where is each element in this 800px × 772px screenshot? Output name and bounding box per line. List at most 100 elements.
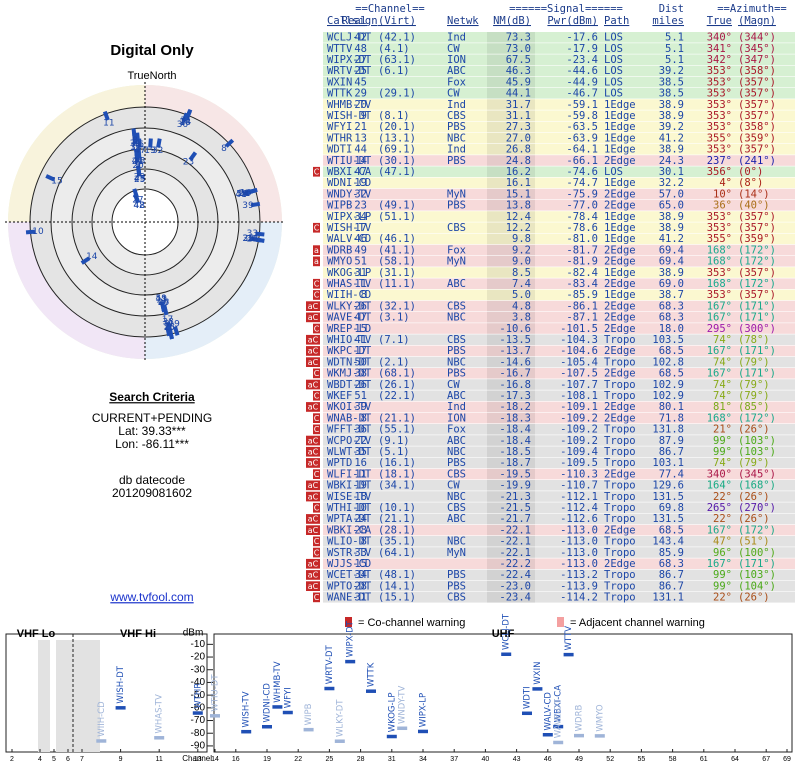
table-cell: (7.1) (378, 334, 410, 346)
table-cell: -23.4 (566, 54, 598, 66)
table-cell: 5.1 (665, 32, 684, 44)
nm-column-shade (487, 457, 535, 469)
table-cell: LOS (604, 54, 623, 66)
row-background (323, 480, 795, 491)
table-cell: (241°) (738, 155, 776, 167)
table-cell: 2Edge (604, 188, 636, 200)
group-header: Dist (659, 3, 684, 15)
table-cell: Fox (447, 424, 466, 436)
table-cell: -18.3 (499, 412, 531, 424)
x-tick-label: 9 (119, 756, 123, 763)
table-cell: (300°) (738, 323, 776, 335)
table-cell: (22.1) (378, 390, 416, 402)
station-channel: 16 (240, 189, 252, 199)
signal-bar (563, 652, 574, 657)
warning-flag (313, 256, 320, 267)
table-cell: 12.2 (506, 222, 531, 234)
table-cell: -19.9 (499, 480, 531, 492)
table-cell: 355° (707, 132, 732, 144)
table-cell: WXIN (327, 76, 352, 88)
signal-callsign: WIPB (304, 703, 314, 725)
table-cell: (26°) (738, 513, 770, 525)
station-channel: 26 (158, 298, 170, 308)
x-tick-label: 4 (38, 756, 42, 763)
table-cell: 3.8 (512, 312, 531, 324)
row-background (323, 547, 795, 558)
table-cell: (55.1) (378, 424, 416, 436)
table-cell: 32.2 (659, 177, 684, 189)
table-cell: -22.4 (499, 569, 531, 581)
table-cell: (172°) (738, 278, 776, 290)
row-background (323, 457, 795, 469)
table-cell: (103°) (738, 446, 776, 458)
table-cell: ABC (447, 390, 466, 402)
table-cell: -78.6 (566, 222, 598, 234)
table-cell: 129.6 (652, 480, 684, 492)
table-cell: (3.1) (378, 312, 410, 324)
signal-callsign: WIPX-DT (346, 620, 356, 657)
table-cell: 18 (354, 491, 367, 503)
table-cell: (16.1) (378, 457, 416, 469)
signal-callsign: WMYO (595, 704, 605, 731)
criteria-heading: Search Criteria (109, 390, 195, 404)
row-background (323, 412, 795, 424)
row-background (323, 468, 795, 480)
warning-flag-text: C (314, 548, 320, 557)
signal-callsign: WIIH-CD (97, 701, 107, 737)
table-cell: 49 (354, 244, 367, 256)
y-tick-label: -90 (191, 741, 206, 752)
warning-flag (306, 581, 320, 591)
warning-flag-text: aC (308, 571, 319, 580)
table-cell: 11 (354, 468, 367, 480)
table-cell: 12.4 (506, 211, 531, 223)
station-channel: 42 (133, 201, 144, 211)
table-cell: (32.1) (378, 300, 416, 312)
station-channel: 11 (103, 118, 114, 128)
table-cell: 46 (354, 233, 367, 245)
signal-callsign: WHMB-TV (273, 661, 283, 702)
signal-bar (303, 727, 314, 732)
table-cell: 47 (354, 312, 367, 324)
table-cell: -113.9 (560, 580, 598, 592)
table-cell: (357°) (738, 144, 776, 156)
nm-column-shade (487, 233, 535, 245)
table-cell: (168°) (738, 480, 776, 492)
table-cell: 31 (354, 267, 367, 279)
signal-callsign: WTIU-DT (211, 674, 221, 712)
table-cell: 38.9 (659, 267, 684, 279)
table-cell: LOS (604, 32, 623, 44)
table-cell: 41.2 (659, 233, 684, 245)
table-cell: 2Edge (604, 323, 636, 335)
nm-column-shade (487, 211, 535, 222)
table-cell: (78°) (738, 334, 770, 346)
table-cell: WTHR (327, 132, 353, 144)
nm-column-shade (487, 54, 535, 65)
table-cell: 33 (354, 547, 367, 559)
site-link[interactable]: www.tvfool.com (109, 590, 193, 604)
table-cell: NBC (447, 446, 466, 458)
table-cell: (14.1) (378, 580, 416, 592)
table-cell: 68.3 (659, 558, 684, 570)
row-background (323, 312, 795, 323)
compass-label: TrueNorth (127, 70, 176, 82)
row-background (323, 278, 795, 289)
table-cell: 353° (707, 211, 732, 223)
warning-flag (313, 368, 320, 379)
row-background (323, 256, 795, 267)
warning-flag (313, 424, 320, 435)
warning-flag (313, 413, 320, 423)
warning-flag-text: C (314, 504, 320, 513)
table-cell: WFFT-DT (327, 424, 372, 436)
nm-column-shade (487, 244, 535, 256)
station-channel: 8 (221, 144, 227, 154)
table-cell: WCLJ-DT (327, 32, 372, 44)
station-bar (248, 187, 258, 195)
signal-bar (501, 652, 512, 656)
signal-bar (345, 659, 356, 664)
table-cell: 36 (354, 424, 367, 436)
warning-flag (306, 435, 320, 446)
table-cell: 28 (354, 580, 367, 592)
table-cell: NBC (447, 356, 466, 368)
table-cell: -21.5 (499, 502, 531, 514)
